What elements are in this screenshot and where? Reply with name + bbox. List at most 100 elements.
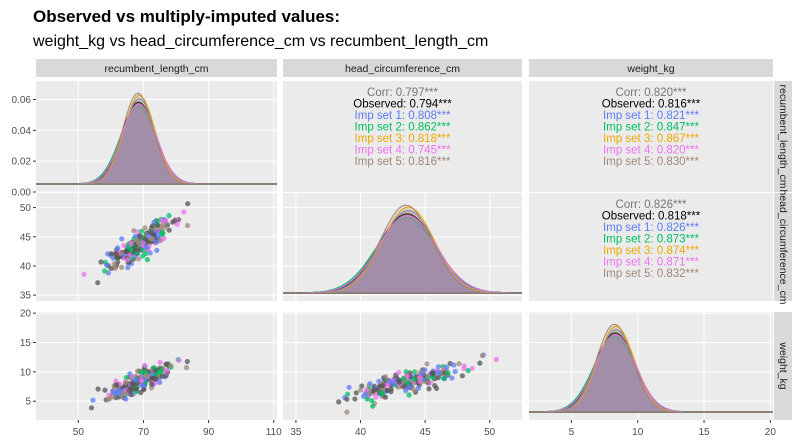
correlation-label: Imp set 1: 0.821*** — [603, 110, 699, 122]
scatter-point — [107, 395, 113, 401]
scatter-point — [149, 236, 155, 242]
scatter-point — [121, 242, 127, 249]
scatter-point — [382, 394, 389, 400]
scatter-point — [380, 382, 386, 389]
correlation-label: Corr: 0.797*** — [367, 87, 438, 99]
scatter-point — [141, 382, 147, 389]
scatter-point — [133, 386, 139, 392]
scatter-point — [132, 233, 139, 239]
scatter-point — [367, 381, 373, 387]
scatter-point — [359, 383, 365, 389]
scatter-point — [445, 370, 451, 376]
correlation-label: Imp set 5: 0.832*** — [603, 268, 699, 280]
scatter-point — [459, 373, 465, 379]
scatter-point — [435, 375, 441, 381]
scatter-point — [154, 239, 160, 245]
scatter-point — [133, 377, 139, 383]
scatter-point — [424, 379, 430, 385]
correlation-label: Imp set 5: 0.816*** — [355, 156, 451, 168]
row-strip — [774, 312, 792, 420]
scatter-point — [119, 236, 125, 242]
correlation-label: Imp set 1: 0.826*** — [603, 222, 699, 234]
x-tick-label: 5 — [569, 427, 575, 438]
panel-background — [283, 81, 522, 192]
col-strip — [36, 59, 277, 77]
scatter-point — [449, 375, 455, 381]
scatter-point — [432, 383, 438, 389]
correlation-label: Observed: 0.816*** — [602, 99, 701, 111]
scatter-point — [90, 397, 96, 403]
scatter-point — [353, 390, 359, 396]
scatter-point — [444, 364, 450, 370]
scatter-point — [166, 227, 172, 233]
panel-background — [36, 312, 277, 420]
chart-subtitle: weight_kg vs head_circumference_cm vs re… — [32, 33, 488, 50]
scatter-point — [422, 367, 428, 373]
scatter-point — [160, 373, 166, 379]
panel-background — [529, 81, 773, 192]
correlation-label: Imp set 1: 0.808*** — [355, 110, 451, 122]
scatter-point — [123, 396, 129, 402]
y-tick-label: 0.04 — [12, 126, 32, 137]
scatter-point — [435, 364, 442, 370]
scatter-point — [181, 209, 187, 215]
x-tick-label: 50 — [73, 427, 85, 438]
y-tick-label: 40 — [20, 261, 32, 272]
scatter-point — [163, 361, 169, 367]
correlation-label: Imp set 2: 0.862*** — [355, 122, 451, 134]
scatter-point — [108, 265, 114, 271]
scatter-point — [164, 367, 170, 373]
scatter-point — [118, 251, 124, 257]
scatter-point — [166, 213, 172, 219]
panel-grid: recumbent_length_cm head_circumference_cm… — [12, 59, 792, 438]
scatter-point — [424, 361, 430, 367]
scatter-point — [158, 368, 164, 374]
scatter-point — [135, 240, 142, 246]
scatter-point — [369, 398, 375, 404]
scatter-point — [382, 374, 388, 380]
correlation-label: Imp set 2: 0.847*** — [603, 122, 699, 134]
x-tick-label: 20 — [765, 427, 777, 438]
scatter-point — [406, 392, 412, 398]
correlation-label: Observed: 0.794*** — [353, 99, 452, 111]
x-tick-label: 15 — [698, 427, 710, 438]
row-strip — [774, 81, 792, 192]
col-strip-label: recumbent_length_cm — [105, 63, 209, 75]
scatter-point — [143, 250, 149, 257]
scatter-point — [122, 380, 129, 386]
scatter-point — [373, 394, 379, 400]
scatter-point — [149, 223, 156, 229]
scatter-point — [111, 261, 117, 267]
scatter-point — [364, 387, 370, 393]
scatter-point — [435, 369, 441, 375]
scatter-point — [102, 268, 108, 274]
scatter-point — [405, 380, 411, 386]
density-imp-set-5 — [529, 323, 773, 413]
scatter-point — [430, 374, 436, 381]
x-tick-label: 50 — [484, 427, 496, 438]
row-strip-label: head_circumference_cm — [777, 190, 789, 305]
row-strip-label: weight_kg — [777, 341, 789, 389]
panel-background — [283, 312, 522, 420]
scatter-point — [176, 357, 182, 363]
correlation-label: Imp set 2: 0.873*** — [603, 234, 699, 246]
scatter-point — [185, 222, 191, 229]
scatter-point — [452, 368, 458, 375]
scatter-point — [168, 363, 174, 369]
col-strip — [283, 59, 522, 77]
chart-title: Observed vs multiply-imputed values: — [33, 7, 340, 26]
y-tick-label: 0.00 — [12, 188, 32, 199]
scatter-point — [412, 369, 418, 375]
x-tick-label: 40 — [355, 427, 367, 438]
correlation-label: Imp set 4: 0.745*** — [355, 145, 451, 157]
scatter-point — [113, 382, 119, 388]
scatter-point — [122, 390, 128, 396]
scatter-point — [124, 257, 130, 263]
scatter-point — [396, 369, 402, 375]
scatter-point — [429, 370, 435, 377]
scatter-point — [469, 365, 475, 371]
y-tick-label: 45 — [20, 232, 32, 243]
scatter-point — [370, 403, 376, 409]
scatter-point — [346, 384, 352, 390]
